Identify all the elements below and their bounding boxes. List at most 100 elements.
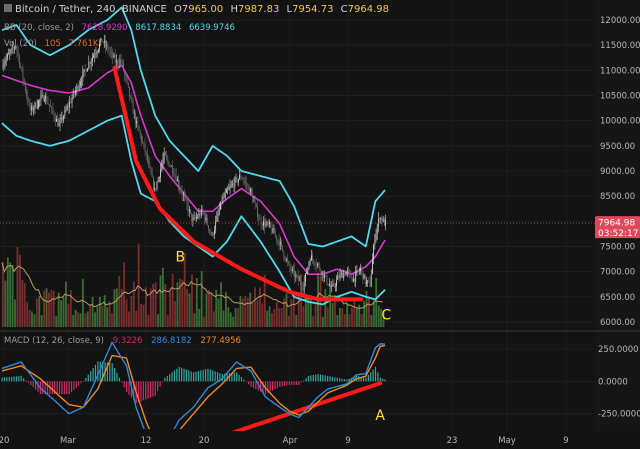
candle-body (93, 55, 94, 58)
time-axis-bg (0, 431, 640, 449)
price-tick-label: 7000.00 (600, 268, 635, 278)
macd-histogram-bar (188, 370, 190, 382)
candle-body (291, 268, 293, 271)
candle-body (176, 179, 178, 182)
macd-histogram-bar (118, 377, 120, 382)
candle-body (62, 117, 63, 121)
macd-histogram-bar (379, 377, 381, 382)
bb-lower-value: 6639.9746 (189, 23, 235, 33)
candle-body (198, 213, 200, 218)
price-tick-label: 9000.00 (600, 167, 635, 177)
candle-body (307, 267, 309, 273)
volume-bar (33, 314, 36, 327)
candle-body (277, 240, 279, 241)
candle-body (251, 188, 252, 194)
macd-histogram-bar (224, 373, 226, 382)
price-tick-label: 7500.00 (600, 243, 635, 253)
volume-bar (128, 311, 130, 327)
volume-bar (195, 277, 198, 327)
macd-histogram-bar (197, 371, 199, 382)
macd-histogram-bar (312, 374, 314, 382)
volume-bar (326, 307, 329, 327)
candle-body (103, 40, 105, 43)
volume-bar (111, 313, 113, 327)
volume-bar (314, 302, 317, 327)
symbol-title[interactable]: Bitcoin / Tether, 240, BINANCE (15, 4, 167, 15)
macd-histogram-bar (353, 376, 355, 382)
candle-body (296, 274, 298, 276)
volume-bar (60, 300, 63, 327)
candle-body (24, 83, 26, 91)
volume-bar (161, 267, 164, 327)
volume-bar (348, 314, 351, 327)
chart-legend[interactable]: Bitcoin / Tether, 240, BINANCE O7965.00 … (4, 4, 389, 346)
candle-body (149, 163, 151, 168)
candle-body (367, 280, 369, 281)
volume-bar (215, 290, 218, 327)
volume-indicator-label[interactable]: Vol (20) (4, 39, 37, 49)
candle-body (282, 245, 284, 252)
candle-body (85, 69, 87, 72)
volume-bar (346, 303, 349, 327)
candle-body (108, 50, 110, 52)
bb-upper-band (1, 6, 386, 248)
candle-body (345, 271, 347, 276)
volume-bar (18, 254, 21, 327)
candle-body (36, 106, 38, 108)
volume-bar (72, 314, 75, 327)
volume-bar (365, 290, 368, 327)
candle-body (22, 69, 24, 80)
volume-bar (321, 316, 324, 327)
volume-bar (52, 290, 55, 327)
candle-body (129, 87, 130, 97)
macd-histogram-bar (149, 381, 152, 398)
candle-body (273, 228, 275, 235)
bb-indicator-label[interactable]: BB (20, close, 2) (4, 23, 74, 33)
volume-bar (355, 308, 358, 327)
candle-body (167, 157, 169, 162)
candle-body (276, 235, 278, 241)
macd-histogram-bar (78, 381, 80, 386)
candle-body (328, 285, 330, 286)
volume-bar (307, 296, 310, 327)
macd-histogram-bar (372, 369, 374, 382)
macd-histogram-bar (374, 366, 377, 382)
volume-bar (183, 253, 186, 327)
candle-body (2, 65, 3, 68)
macd-histogram-bar (3, 377, 6, 382)
candle-body (257, 206, 258, 218)
volume-bar (200, 271, 203, 327)
candle-body (279, 241, 281, 246)
macd-histogram-bar (58, 381, 61, 395)
macd-histogram-bar (169, 374, 171, 382)
macd-histogram-bar (121, 381, 123, 383)
macd-histogram-bar (109, 362, 111, 382)
candle-body (233, 183, 234, 188)
volume-bar (81, 278, 84, 327)
macd-histogram-bar (358, 376, 360, 382)
candle-body (319, 264, 321, 270)
macd-indicator-label[interactable]: MACD (12, 26, close, 9) (4, 336, 104, 346)
candle-body (101, 38, 103, 42)
candle-body (75, 90, 77, 94)
candle-body (372, 259, 373, 274)
volume-bar (258, 287, 261, 327)
candle-body (178, 179, 179, 187)
time-axis[interactable]: 20 Mar 12 20 Apr 9 23 May 9 (0, 431, 640, 449)
candle-body (194, 217, 196, 219)
volume-bar (108, 301, 111, 327)
candle-body (332, 283, 334, 286)
volume-bar (271, 313, 273, 327)
macd-histogram-bar (283, 381, 286, 386)
candle-body (202, 208, 203, 211)
price-axis[interactable]: 12000.00 11500.00 11000.00 10500.00 10000.00… (600, 16, 640, 328)
candle-body (44, 99, 45, 101)
candle-body (117, 60, 118, 65)
candle-body (271, 226, 273, 233)
macd-histogram-bar (166, 375, 168, 382)
candle-body (175, 174, 177, 182)
volume-bar (193, 313, 196, 327)
svg-text:BB (20, close, 2) 7628.9: BB (20, close, 2) 7628.9290 8617.8834 66… (4, 23, 235, 33)
macd-histogram-bar (293, 381, 295, 385)
